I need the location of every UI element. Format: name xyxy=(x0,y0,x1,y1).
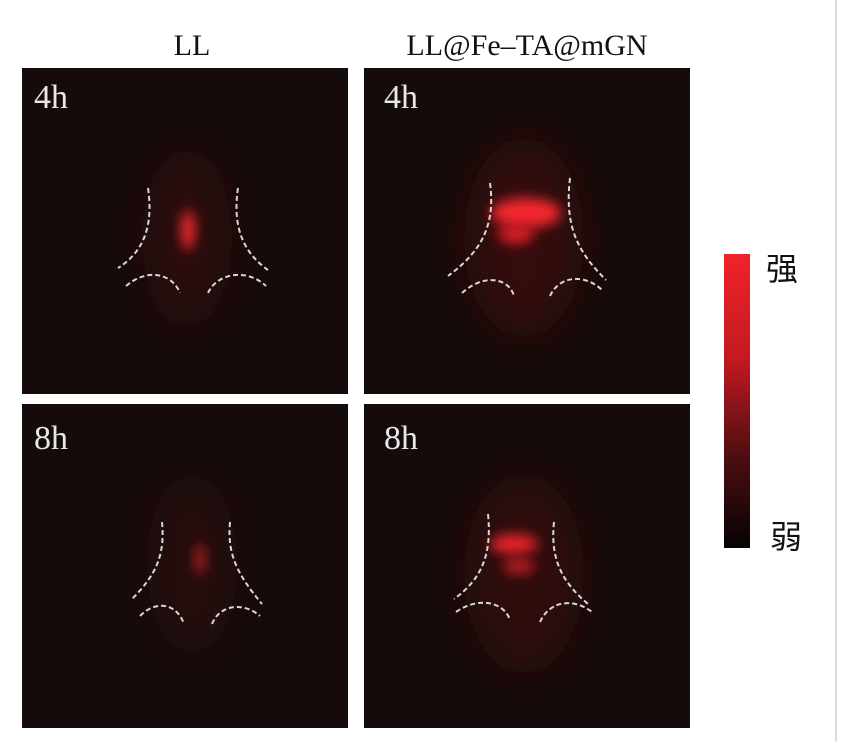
colorbar-high-label: 强 xyxy=(766,250,798,288)
panel-label: 4h xyxy=(34,79,68,116)
panel-label: 4h xyxy=(384,79,418,116)
panel-label: 8h xyxy=(34,420,68,457)
colorbar-low-label: 弱 xyxy=(770,518,802,556)
colorbar xyxy=(724,254,750,548)
column-header: LL xyxy=(174,29,211,62)
image-panel: 8h xyxy=(364,404,690,728)
column-header: LL@Fe–TA@mGN xyxy=(406,29,647,62)
panel-label: 8h xyxy=(384,420,418,457)
image-panel: 4h xyxy=(22,68,348,394)
image-panel: 4h xyxy=(364,68,690,394)
image-panel: 8h xyxy=(22,404,348,728)
